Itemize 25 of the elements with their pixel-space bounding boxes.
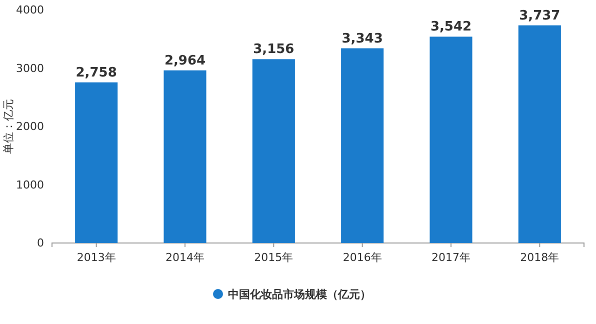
y-tick-label: 3000 bbox=[16, 62, 44, 75]
x-tick-label: 2014年 bbox=[166, 251, 204, 264]
data-label: 3,156 bbox=[253, 42, 294, 58]
y-tick-label: 1000 bbox=[16, 178, 44, 192]
bar bbox=[75, 82, 118, 243]
y-tick-label: 4000 bbox=[16, 4, 44, 17]
data-label: 2,964 bbox=[164, 53, 206, 68]
x-tick-label: 2017年 bbox=[432, 251, 470, 264]
y-axis-title: 单位：亿元 bbox=[2, 99, 15, 154]
data-label: 3,343 bbox=[342, 31, 383, 46]
bar bbox=[341, 48, 384, 243]
x-tick-label: 2016年 bbox=[342, 251, 382, 264]
x-tick-label: 2015年 bbox=[254, 251, 294, 264]
bar bbox=[252, 59, 295, 243]
x-tick-label: 2018年 bbox=[520, 251, 560, 264]
y-tick-label: 0 bbox=[37, 236, 44, 250]
bar bbox=[430, 36, 472, 243]
x-tick-label: 2013年 bbox=[76, 251, 116, 264]
data-label: 3,542 bbox=[430, 20, 472, 35]
bar bbox=[164, 70, 206, 243]
data-label: 3,737 bbox=[519, 8, 560, 24]
y-tick-label: 2000 bbox=[16, 120, 44, 134]
data-label: 2,758 bbox=[76, 65, 117, 80]
bar bbox=[518, 25, 561, 243]
legend-label: 中国化妆品市场规模（亿元） bbox=[228, 288, 371, 301]
